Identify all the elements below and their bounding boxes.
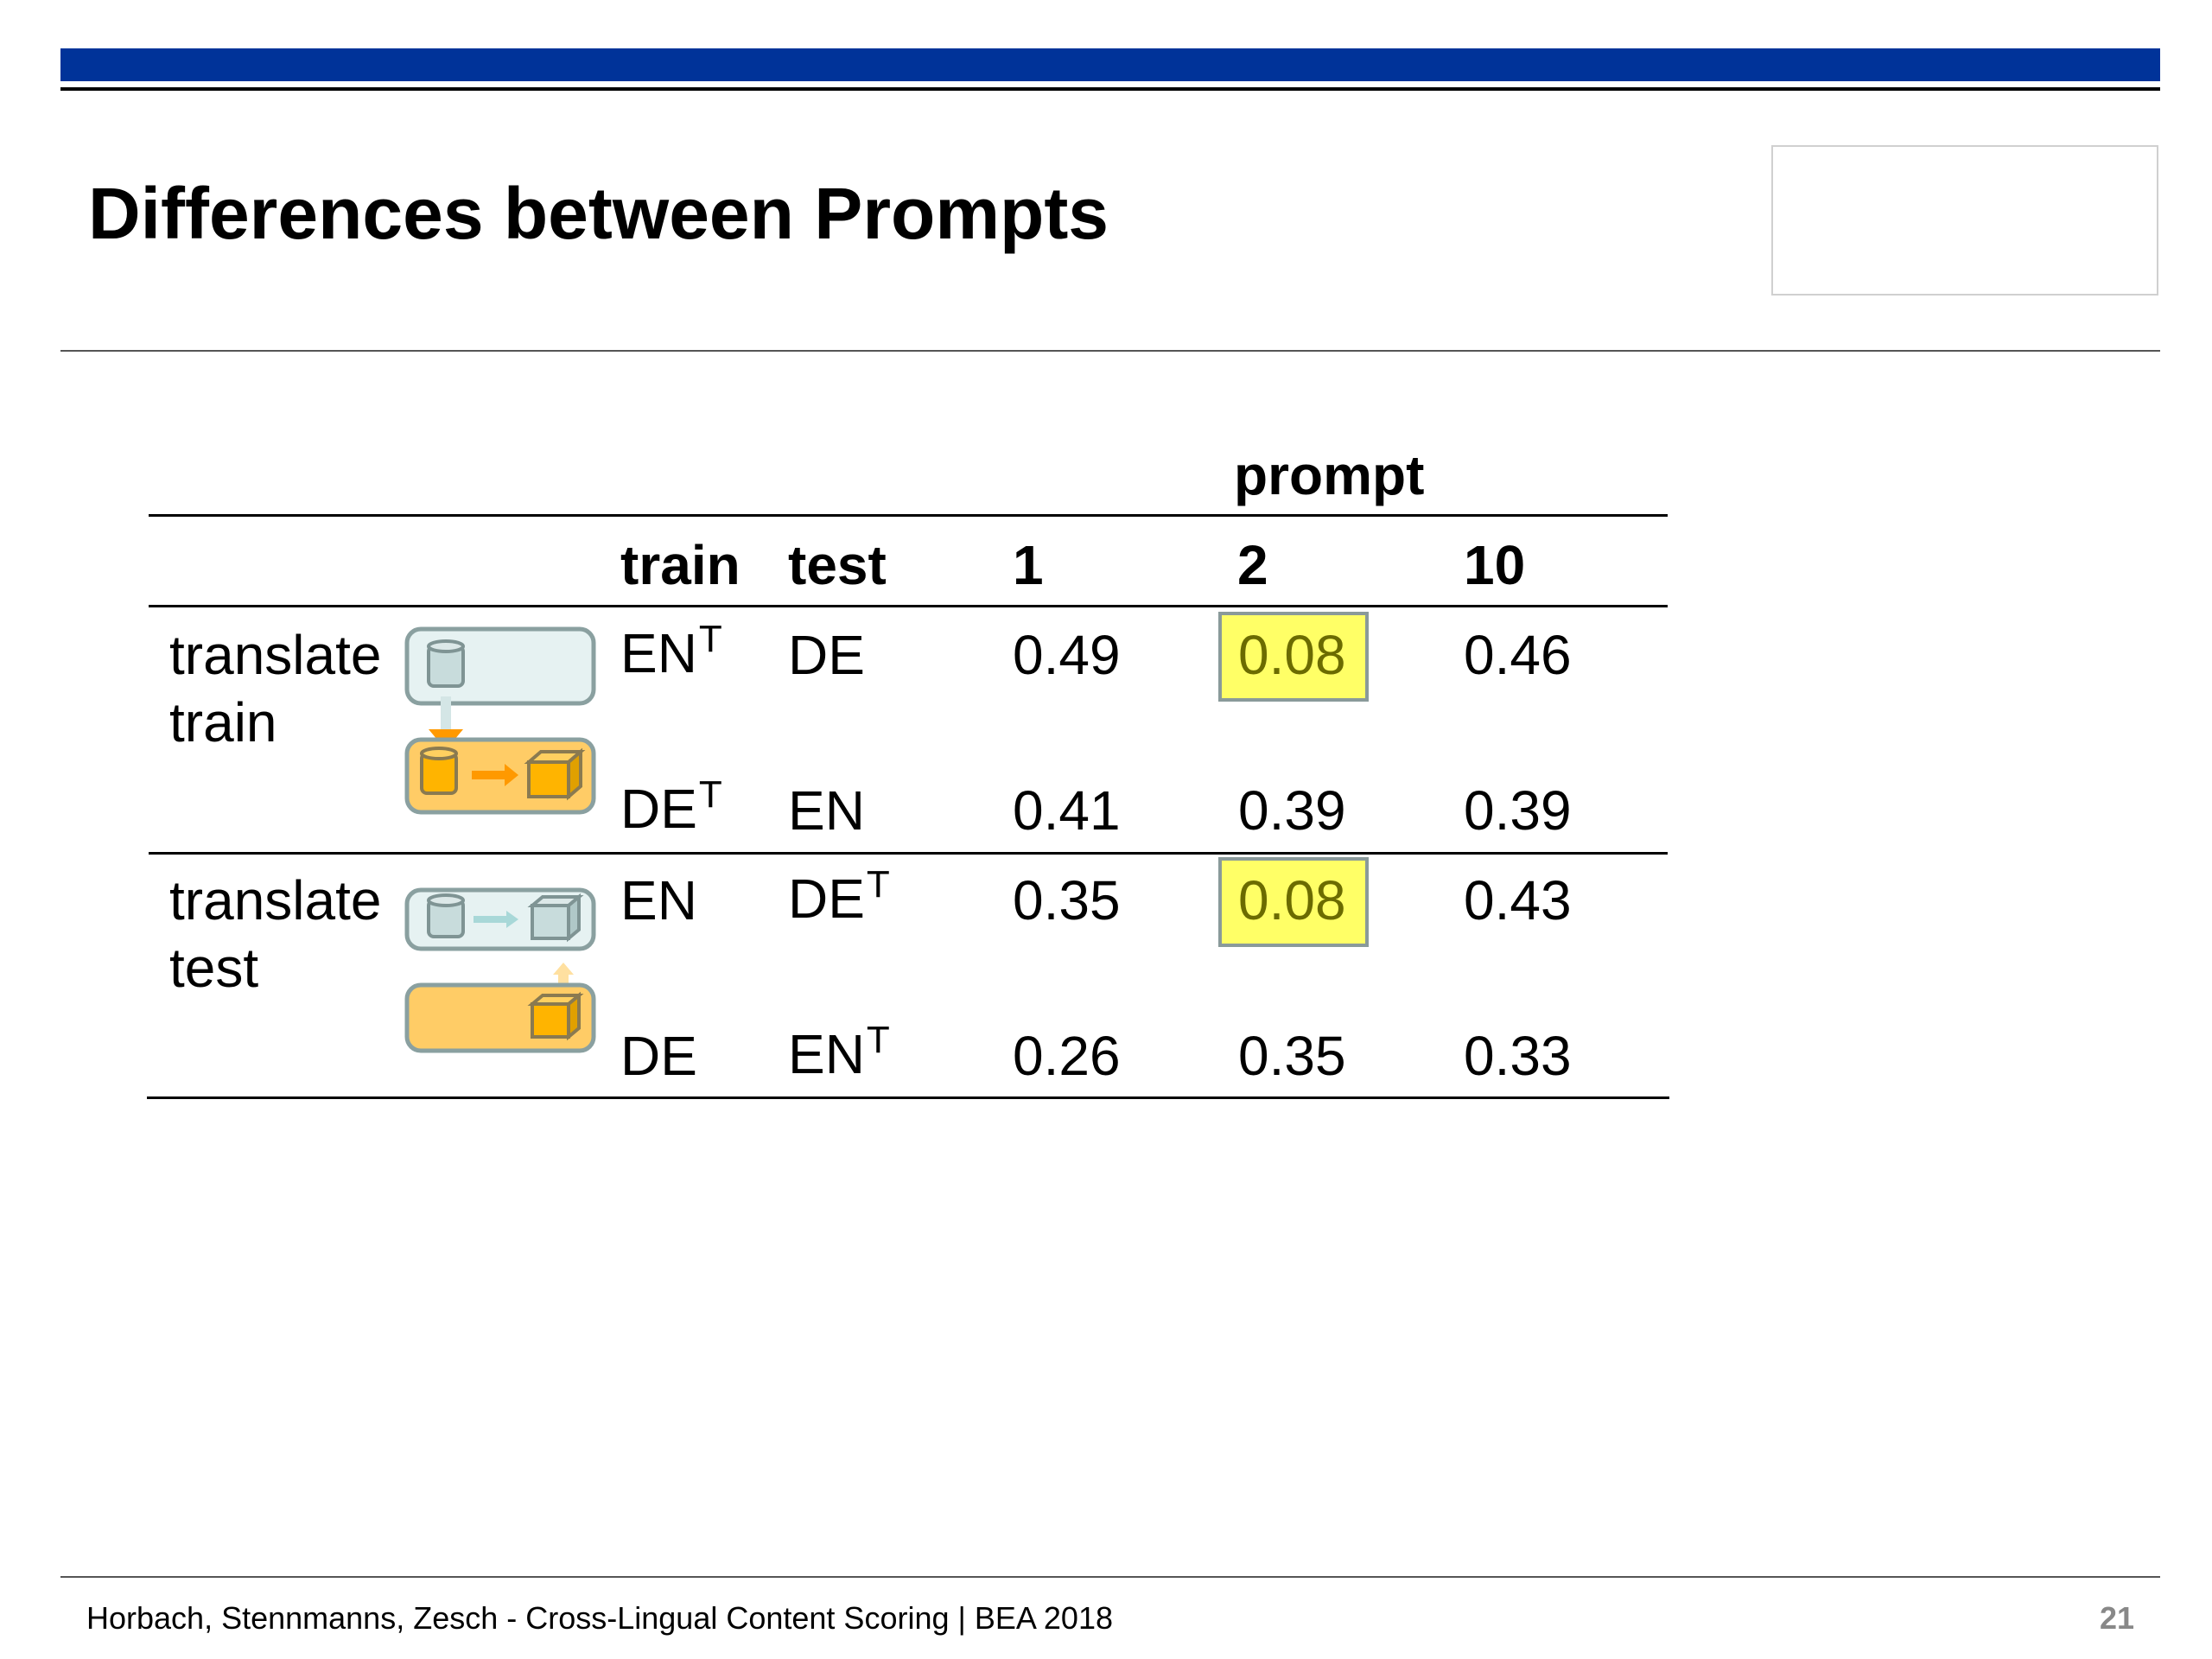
- translate-train-diagram: [404, 626, 596, 815]
- cell-prompt-10: 0.46: [1464, 624, 1572, 686]
- cell-prompt-1: 0.26: [1013, 1025, 1121, 1087]
- cell-test: DET: [788, 863, 890, 930]
- title-divider: [60, 350, 2160, 352]
- database-icon: [420, 747, 458, 795]
- group-header-prompt: prompt: [1234, 444, 1425, 506]
- cube-icon: [527, 893, 584, 943]
- cell-prompt-10: 0.33: [1464, 1025, 1572, 1087]
- footer-citation: Horbach, Stennmanns, Zesch - Cross-Lingu…: [86, 1600, 1113, 1636]
- cell-prompt-1: 0.35: [1013, 869, 1121, 931]
- logo-placeholder: [1771, 145, 2158, 296]
- header-prompt-1: 1: [1013, 534, 1044, 596]
- group-label-line2: train: [169, 691, 277, 753]
- translate-test-diagram: [404, 887, 596, 1053]
- cell-test: EN: [788, 779, 865, 842]
- cell-train: ENT: [620, 618, 722, 684]
- slide-title: Differences between Prompts: [88, 173, 1109, 254]
- group-label-line2: test: [169, 937, 259, 999]
- cell-test: DE: [788, 624, 865, 686]
- group-divider-rule: [149, 852, 1668, 855]
- header-prompt-10: 10: [1464, 534, 1526, 596]
- cell-prompt-2-highlighted: 0.08: [1238, 624, 1346, 686]
- cell-prompt-2: 0.35: [1238, 1025, 1346, 1087]
- table-bottom-rule: [147, 1096, 1669, 1099]
- cube-icon: [524, 747, 586, 801]
- footer-divider: [60, 1576, 2160, 1578]
- cell-test: ENT: [788, 1019, 890, 1085]
- cell-train: DET: [620, 773, 722, 840]
- arrow-shaft: [441, 696, 451, 731]
- page-number: 21: [2100, 1600, 2135, 1636]
- group-label-line1: translate: [169, 624, 382, 686]
- group-label-line1: translate: [169, 869, 382, 931]
- cell-prompt-10: 0.43: [1464, 869, 1572, 931]
- top-banner-bar: [60, 48, 2160, 81]
- cell-prompt-1: 0.41: [1013, 779, 1121, 842]
- translate-arrow-icon: [472, 764, 518, 786]
- header-test: test: [788, 534, 887, 596]
- header-prompt-2: 2: [1237, 534, 1268, 596]
- database-icon: [427, 639, 465, 688]
- cell-train: DE: [620, 1025, 697, 1087]
- table-top-rule: [149, 514, 1668, 517]
- cell-prompt-1: 0.49: [1013, 624, 1121, 686]
- cube-icon: [527, 991, 584, 1041]
- cell-prompt-10: 0.39: [1464, 779, 1572, 842]
- cell-prompt-2-highlighted: 0.08: [1238, 869, 1346, 931]
- highlight-box: [1218, 857, 1369, 947]
- cell-train: EN: [620, 869, 697, 931]
- highlight-box: [1218, 612, 1369, 702]
- top-banner-rule: [60, 87, 2160, 91]
- header-train: train: [620, 534, 741, 596]
- database-icon: [427, 893, 465, 938]
- header-rule: [149, 605, 1668, 607]
- cell-prompt-2: 0.39: [1238, 779, 1346, 842]
- translate-arrow-icon: [474, 911, 518, 928]
